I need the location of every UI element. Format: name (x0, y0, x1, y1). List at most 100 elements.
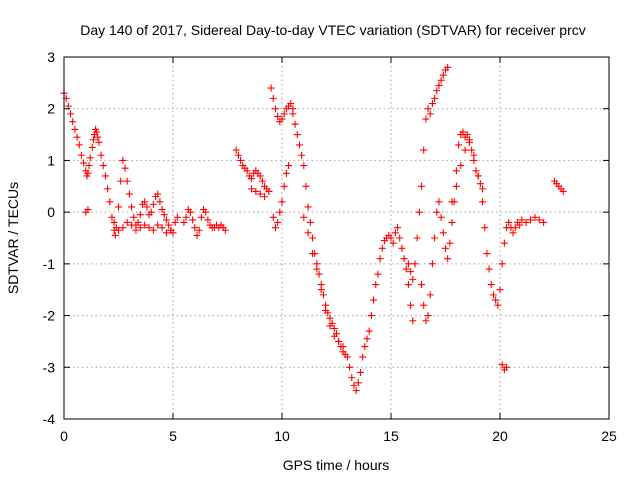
data-point (494, 301, 502, 309)
data-point (86, 154, 94, 162)
data-point (265, 187, 273, 195)
data-point (106, 198, 114, 206)
data-point (128, 221, 136, 229)
data-point (123, 177, 131, 185)
data-point (123, 218, 131, 226)
data-point (115, 226, 122, 234)
data-point (111, 231, 119, 239)
data-point (165, 221, 173, 229)
data-point (455, 141, 463, 149)
data-point (483, 250, 491, 258)
data-point (193, 231, 201, 239)
data-point (186, 208, 194, 216)
data-point (527, 216, 535, 224)
data-point (431, 234, 439, 242)
data-point (280, 110, 288, 118)
data-point (313, 265, 321, 273)
data-point (132, 226, 140, 234)
data-point (221, 226, 229, 234)
axis-ticks (63, 56, 610, 420)
data-point (433, 208, 441, 216)
data-point (252, 187, 260, 195)
data-point (73, 133, 81, 141)
data-point (407, 268, 415, 276)
data-point (424, 312, 432, 320)
data-point (202, 208, 210, 216)
data-point (339, 343, 347, 351)
data-point (352, 387, 360, 395)
data-point (304, 229, 312, 237)
data-point (402, 265, 410, 273)
data-point (372, 281, 380, 289)
data-point (424, 105, 432, 113)
data-point (509, 229, 517, 237)
data-point (95, 138, 103, 146)
data-point (437, 213, 445, 221)
data-point (180, 218, 188, 226)
data-point (468, 146, 476, 154)
data-point (101, 172, 109, 180)
data-point (289, 110, 297, 118)
data-point (335, 337, 343, 345)
data-point (195, 226, 203, 234)
data-point (540, 218, 548, 226)
x-axis-label: GPS time / hours (283, 457, 390, 473)
data-point (271, 105, 279, 113)
data-point (404, 260, 412, 268)
data-point (492, 296, 500, 304)
grid-lines (64, 57, 609, 419)
data-point (422, 317, 430, 325)
data-point (167, 226, 175, 234)
data-point (141, 221, 149, 229)
data-point (411, 260, 419, 268)
data-point (420, 146, 428, 154)
data-point (442, 244, 449, 252)
data-point (481, 224, 489, 232)
data-point (439, 229, 447, 237)
data-point (448, 198, 456, 206)
data-point (487, 281, 495, 289)
data-point (407, 301, 415, 309)
data-point (88, 144, 96, 151)
y-tick-label: -3 (43, 359, 56, 375)
data-point (143, 203, 151, 211)
data-point (428, 100, 436, 108)
data-point (452, 167, 460, 175)
data-point (237, 156, 245, 164)
data-point (145, 224, 153, 232)
data-point (130, 213, 138, 221)
x-tick-label: 15 (383, 428, 399, 444)
data-point (171, 218, 179, 226)
y-tick-label: -4 (43, 411, 56, 427)
data-point (300, 162, 308, 170)
data-point (437, 76, 445, 84)
data-point (119, 224, 127, 232)
data-points (60, 63, 567, 395)
data-point (348, 374, 356, 382)
y-axis-label: SDTVAR / TECUs (5, 182, 21, 294)
data-point (431, 94, 439, 102)
data-point (173, 213, 181, 221)
data-point (317, 286, 325, 294)
data-point (422, 115, 430, 123)
data-point (271, 224, 279, 232)
data-point (258, 177, 266, 185)
y-tick-label: 2 (47, 101, 55, 117)
data-point (418, 182, 426, 190)
data-point (326, 322, 334, 330)
data-point (291, 120, 299, 128)
data-point (418, 281, 426, 289)
data-point (356, 368, 364, 376)
data-point (396, 234, 404, 242)
data-point (160, 211, 168, 219)
data-point (359, 353, 367, 361)
data-point (243, 167, 251, 175)
chart-title: Day 140 of 2017, Sidereal Day-to-day VTE… (80, 22, 586, 38)
y-tick-label: 0 (47, 204, 55, 220)
data-point (476, 180, 484, 188)
data-point (531, 213, 539, 221)
data-point (387, 234, 395, 242)
data-point (330, 325, 338, 332)
data-point (256, 172, 264, 180)
